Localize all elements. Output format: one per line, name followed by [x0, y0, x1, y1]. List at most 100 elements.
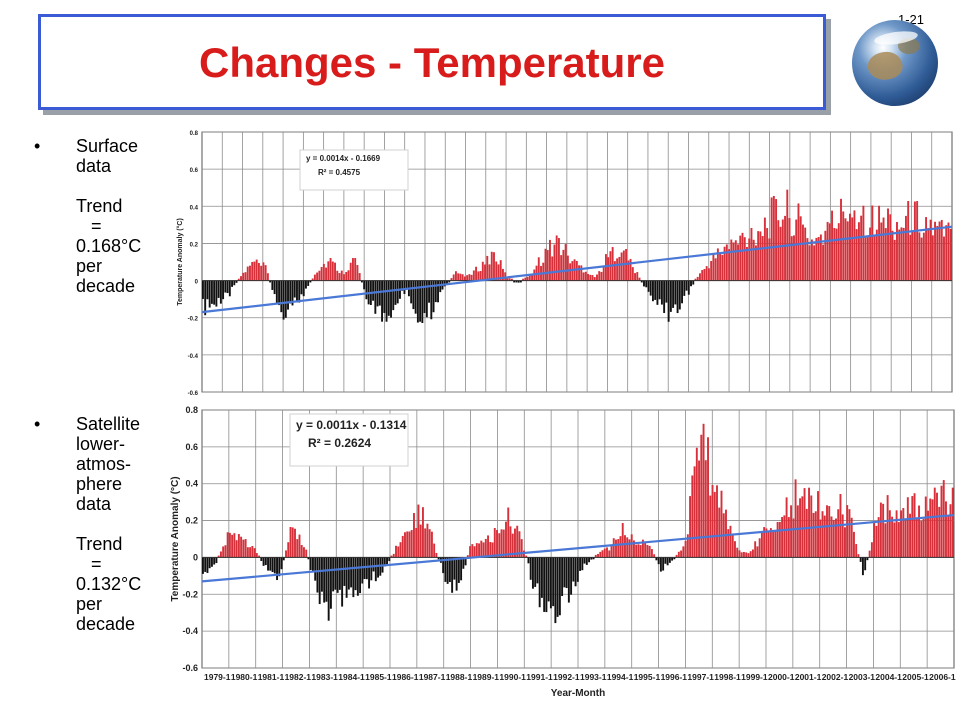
anomaly-bar [581, 557, 584, 571]
anomaly-bar [363, 557, 366, 580]
anomaly-bar [797, 203, 800, 281]
anomaly-bar [531, 557, 534, 589]
anomaly-bar [394, 280, 397, 305]
y-tick-label: 0.2 [190, 242, 199, 248]
anomaly-bar [627, 260, 630, 281]
anomaly-bar [680, 550, 683, 558]
anomaly-bar [325, 267, 328, 281]
anomaly-bar [385, 280, 388, 322]
anomaly-bar [354, 258, 357, 281]
anomaly-bar [302, 280, 305, 297]
anomaly-bar [711, 484, 714, 558]
anomaly-bar [244, 272, 247, 281]
bullet-line: per [76, 594, 103, 614]
anomaly-bar [584, 271, 587, 281]
anomaly-bar [902, 508, 905, 558]
anomaly-bar [275, 280, 278, 303]
anomaly-bar [784, 215, 786, 281]
anomaly-bar [246, 547, 249, 558]
anomaly-bar [911, 231, 914, 281]
anomaly-bar [257, 262, 260, 281]
bullet-line [76, 176, 141, 196]
anomaly-bar [555, 235, 558, 281]
anomaly-bar [927, 228, 930, 281]
anomaly-bar [588, 557, 591, 563]
anomaly-bar [913, 201, 916, 281]
anomaly-bar [213, 557, 216, 565]
anomaly-bar [410, 280, 413, 304]
anomaly-bar [517, 280, 520, 283]
anomaly-bar [471, 544, 474, 558]
y-tick-label: -0.6 [182, 663, 198, 673]
anomaly-bar [399, 542, 402, 558]
anomaly-bar [756, 546, 759, 558]
anomaly-bar [710, 261, 713, 281]
anomaly-bar [600, 271, 603, 281]
anomaly-bar [504, 272, 507, 281]
anomaly-bar [624, 535, 626, 558]
anomaly-bar [228, 280, 231, 297]
y-tick-label: 0 [195, 280, 199, 286]
anomaly-bar [320, 557, 323, 592]
anomaly-bar [314, 557, 317, 581]
anomaly-bar [641, 539, 644, 558]
anomaly-bar [875, 229, 878, 281]
anomaly-bar [893, 522, 896, 558]
anomaly-bar [918, 232, 921, 281]
anomaly-bar [313, 274, 316, 281]
anomaly-bar [567, 557, 570, 603]
anomaly-bar [606, 547, 608, 558]
anomaly-bar [472, 270, 475, 281]
anomaly-bar [720, 490, 723, 558]
anomaly-bar [837, 509, 840, 558]
anomaly-bar [601, 550, 604, 558]
anomaly-bar [282, 557, 285, 561]
anomaly-bar [374, 557, 377, 582]
anomaly-bar [855, 544, 858, 558]
anomaly-bar [686, 534, 689, 558]
anomaly-bar [940, 485, 943, 558]
x-tick-label: 1993-1 [580, 672, 607, 682]
anomaly-bar [742, 551, 745, 558]
anomaly-bar [528, 275, 531, 281]
anomaly-bar [626, 537, 629, 558]
anomaly-bar [698, 460, 701, 558]
anomaly-bar [734, 240, 737, 281]
anomaly-bar [439, 280, 442, 293]
anomaly-bar [749, 551, 752, 558]
anomaly-bar [634, 273, 636, 281]
anomaly-bar [455, 557, 458, 591]
anomaly-bar [886, 495, 889, 558]
y-tick-label: -0.2 [188, 317, 199, 323]
anomaly-bar [378, 280, 381, 306]
equation-box [299, 149, 409, 191]
anomaly-bar [430, 280, 433, 320]
anomaly-bar [421, 507, 424, 558]
anomaly-bar [276, 557, 278, 581]
anomaly-bar [745, 552, 748, 558]
anomaly-bar [210, 557, 213, 567]
anomaly-bar [304, 280, 307, 289]
anomaly-bar [599, 551, 602, 558]
anomaly-bar [895, 510, 898, 558]
anomaly-bar [233, 533, 236, 558]
anomaly-bar [649, 280, 652, 296]
anomaly-bar [365, 280, 368, 300]
anomaly-bar [381, 280, 383, 322]
anomaly-bar [929, 219, 932, 281]
anomaly-bar [631, 267, 634, 281]
anomaly-bar [694, 278, 697, 281]
anomaly-bar [721, 254, 724, 281]
anomaly-bar [253, 261, 256, 281]
anomaly-bar [511, 533, 514, 558]
anomaly-bar [356, 557, 359, 596]
anomaly-bar [390, 555, 393, 558]
anomaly-bar [392, 553, 395, 558]
anomaly-bar [340, 270, 343, 281]
x-tick-label: 1984-1 [338, 672, 365, 682]
anomaly-bar [309, 280, 312, 283]
anomaly-bar [267, 557, 270, 571]
y-tick-label: 0.2 [185, 516, 198, 526]
anomaly-bar [826, 505, 828, 558]
anomaly-bar [654, 280, 657, 300]
